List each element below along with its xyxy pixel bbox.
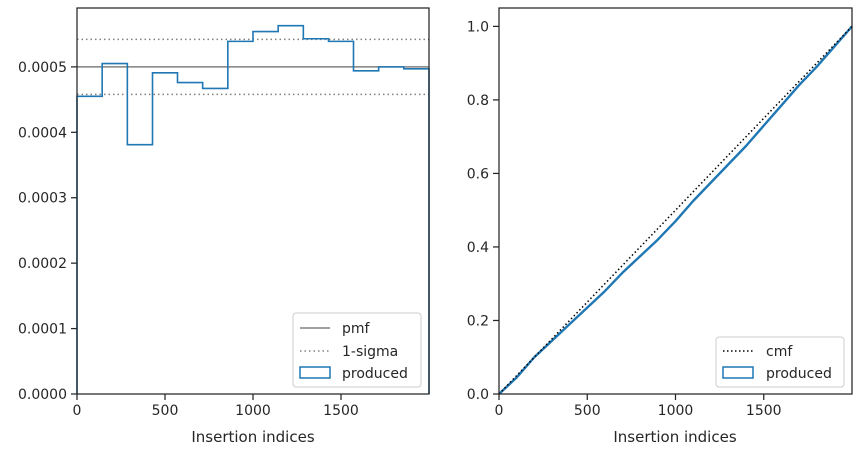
right-chart: 0 500 1000 1500 0.0 0.2 0.4 0.6 0.8 1.0 Insertion… [467, 7, 853, 446]
left-y-tick-label: 0.0003 [18, 191, 67, 207]
legend-cmf-label: cmf [766, 344, 793, 360]
left-y-tick-label: 0.0004 [18, 125, 67, 141]
right-y-tick-label: 0.8 [467, 93, 489, 109]
legend-produced-label-right: produced [766, 366, 832, 382]
left-legend: pmf 1-sigma produced [292, 312, 422, 388]
left-x-tick-label: 500 [152, 403, 179, 419]
left-x-axis-label: Insertion indices [191, 428, 314, 446]
right-x-tick-label: 0 [495, 403, 504, 419]
legend-produced-swatch [299, 366, 331, 379]
left-plot-marks [76, 24, 430, 394]
produced-cumulative-line [498, 25, 853, 395]
cmf-line [498, 25, 853, 395]
legend-produced-label: produced [342, 366, 408, 382]
right-x-tick-label: 500 [574, 403, 601, 419]
right-y-tick-label: 0.4 [467, 240, 489, 256]
right-y-tick-label: 0.2 [467, 313, 489, 329]
left-chart: 0 500 1000 1500 0.0000 0.0001 0.0002 0.0003 0.00… [18, 7, 430, 446]
legend-1-sigma-label: 1-sigma [342, 344, 398, 360]
right-y-tick-label: 0.0 [467, 387, 489, 403]
left-y-tick-label: 0.0005 [18, 60, 67, 76]
left-y-tick-label: 0.0001 [18, 322, 67, 338]
right-legend: cmf produced [715, 336, 845, 388]
left-x-tick-label: 1000 [235, 403, 271, 419]
left-x-tick-label: 0 [73, 403, 82, 419]
right-plot-marks [498, 25, 853, 395]
left-x-tick-label: 1500 [323, 403, 359, 419]
legend-produced-swatch-right [722, 366, 754, 379]
right-y-tick-label: 0.6 [467, 166, 489, 182]
right-axis-ticks: 0 500 1000 1500 0.0 0.2 0.4 0.6 0.8 1.0 [467, 19, 782, 419]
legend-pmf-label: pmf [342, 321, 371, 337]
right-x-axis-label: Insertion indices [613, 428, 736, 446]
left-axis-ticks: 0 500 1000 1500 0.0000 0.0001 0.0002 0.0003 0.00… [18, 60, 359, 419]
right-x-tick-label: 1500 [746, 403, 782, 419]
right-x-tick-label: 1000 [658, 403, 694, 419]
left-y-tick-label: 0.0002 [18, 256, 67, 272]
right-legend-box [715, 336, 845, 388]
left-legend-box [292, 312, 422, 388]
produced-histogram [76, 24, 430, 394]
left-y-tick-label: 0.0000 [18, 387, 67, 403]
right-y-tick-label: 1.0 [467, 19, 489, 35]
right-plot-frame [498, 7, 853, 395]
